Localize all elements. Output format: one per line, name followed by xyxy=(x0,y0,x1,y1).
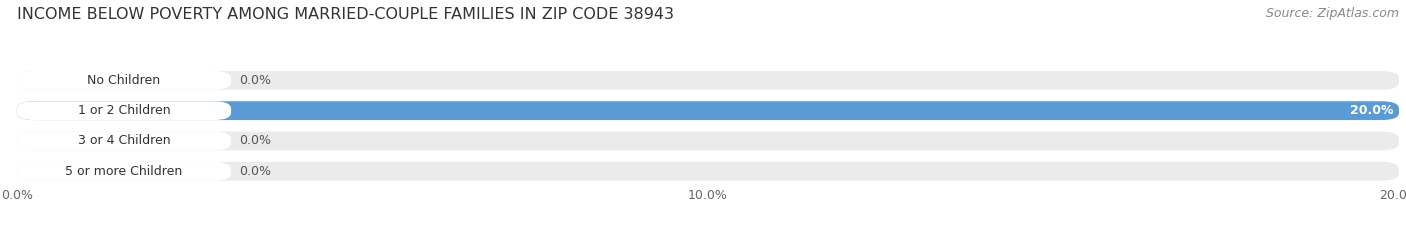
Text: INCOME BELOW POVERTY AMONG MARRIED-COUPLE FAMILIES IN ZIP CODE 38943: INCOME BELOW POVERTY AMONG MARRIED-COUPL… xyxy=(17,7,673,22)
FancyBboxPatch shape xyxy=(17,101,1399,120)
FancyBboxPatch shape xyxy=(17,132,1399,150)
FancyBboxPatch shape xyxy=(17,71,231,90)
Text: 0.0%: 0.0% xyxy=(239,165,271,178)
FancyBboxPatch shape xyxy=(17,132,231,150)
Text: No Children: No Children xyxy=(87,74,160,87)
Text: 0.0%: 0.0% xyxy=(239,74,271,87)
Text: 0.0%: 0.0% xyxy=(239,134,271,147)
Text: Source: ZipAtlas.com: Source: ZipAtlas.com xyxy=(1265,7,1399,20)
FancyBboxPatch shape xyxy=(17,101,1399,120)
Text: 5 or more Children: 5 or more Children xyxy=(65,165,183,178)
FancyBboxPatch shape xyxy=(17,162,1399,181)
Text: 3 or 4 Children: 3 or 4 Children xyxy=(77,134,170,147)
FancyBboxPatch shape xyxy=(17,71,1399,90)
Text: 1 or 2 Children: 1 or 2 Children xyxy=(77,104,170,117)
FancyBboxPatch shape xyxy=(17,162,231,181)
FancyBboxPatch shape xyxy=(17,101,231,120)
Text: 20.0%: 20.0% xyxy=(1350,104,1393,117)
